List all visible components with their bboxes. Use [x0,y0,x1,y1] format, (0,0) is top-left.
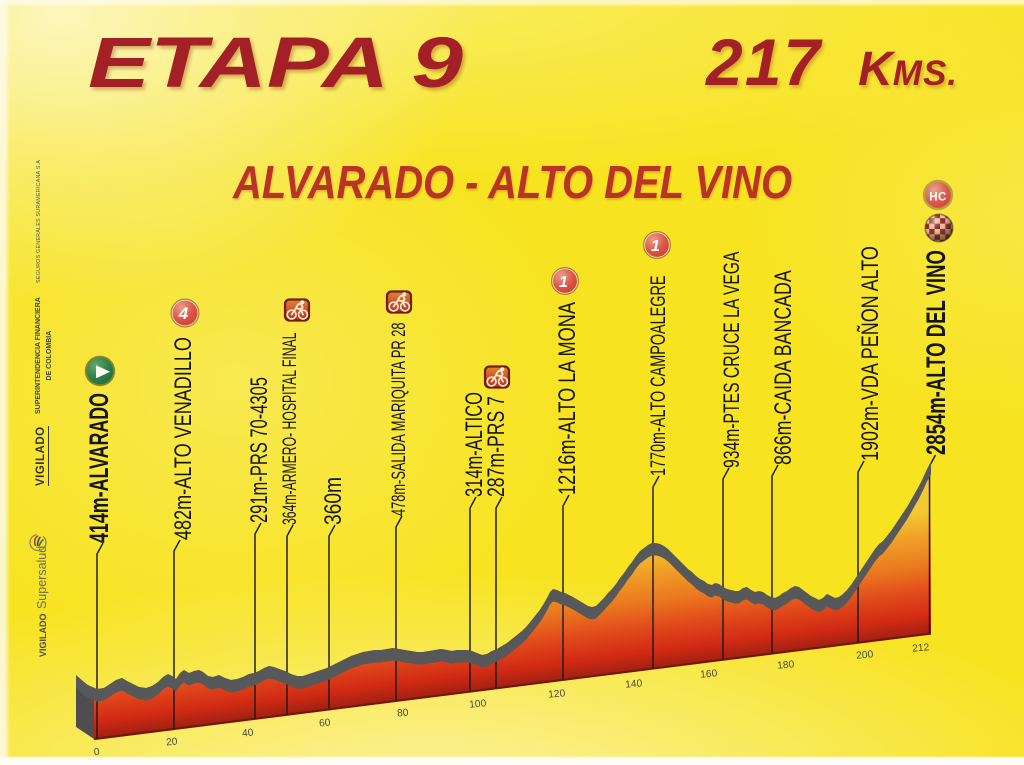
svg-text:HC: HC [929,192,947,204]
svg-text:160: 160 [700,668,718,680]
svg-text:200: 200 [856,649,874,661]
svg-text:180: 180 [777,659,795,671]
svg-text:120: 120 [548,688,566,700]
svg-text:1: 1 [651,238,660,255]
svg-text:100: 100 [469,698,487,710]
svg-text:80: 80 [397,708,410,720]
svg-text:140: 140 [625,678,643,690]
svg-text:0: 0 [93,747,100,758]
svg-text:4: 4 [178,304,189,323]
svg-text:1: 1 [559,274,568,291]
svg-text:60: 60 [319,718,332,730]
svg-text:212: 212 [912,642,930,654]
svg-text:40: 40 [242,728,255,740]
svg-text:20: 20 [166,737,179,749]
